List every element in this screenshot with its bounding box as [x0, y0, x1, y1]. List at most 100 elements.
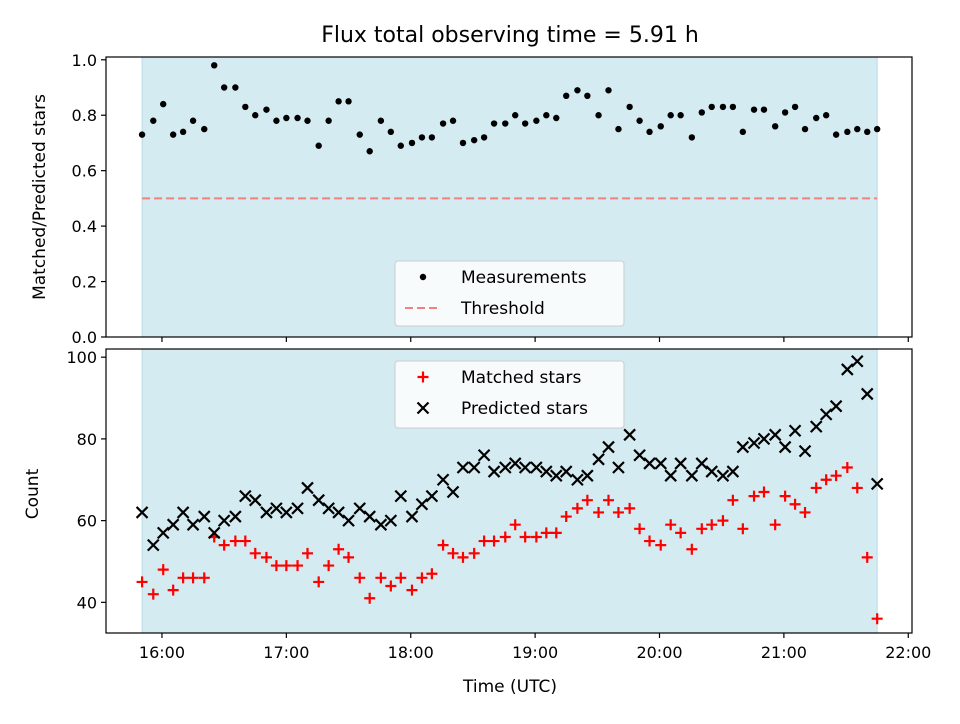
data-point [593, 506, 605, 518]
data-point [394, 489, 408, 503]
data-point [248, 493, 262, 507]
data-point [634, 523, 646, 535]
data-point [667, 112, 674, 119]
data-point [356, 131, 363, 138]
data-point [449, 117, 457, 124]
data-point [478, 535, 490, 547]
data-point [239, 489, 252, 503]
data-point [810, 482, 822, 494]
data-point [686, 543, 698, 555]
data-point [436, 473, 450, 487]
top-y-axis-label: Matched/Predicted stars [30, 94, 50, 300]
data-point [270, 502, 283, 515]
data-point [291, 502, 304, 515]
data-point [592, 453, 605, 466]
data-point [456, 461, 470, 474]
data-point [232, 84, 239, 91]
legend-marker [416, 401, 430, 415]
data-point [809, 420, 823, 433]
data-point [584, 92, 591, 100]
bottom-y-axis-label: Count [23, 468, 43, 519]
x-tick-label: 19:00 [512, 643, 558, 662]
data-point [571, 502, 583, 514]
y-tick-label: 80 [77, 430, 97, 449]
data-point [603, 494, 615, 506]
data-point [313, 576, 325, 588]
legend-marker [419, 273, 427, 281]
legend-label: Predicted stars [461, 399, 588, 419]
data-point [468, 547, 480, 559]
legend: Measurements Threshold [394, 260, 625, 327]
data-point [737, 523, 749, 535]
data-point [832, 131, 840, 138]
data-point [189, 117, 197, 124]
data-point [861, 551, 873, 563]
data-point [270, 560, 282, 572]
legend-label: Threshold [460, 299, 545, 319]
legend-label: Matched stars [461, 368, 581, 388]
data-point [771, 123, 779, 130]
y-tick-label: 60 [77, 512, 97, 531]
data-point [559, 465, 573, 478]
data-point [509, 519, 521, 531]
data-point [201, 125, 208, 133]
data-point [698, 109, 705, 116]
data-point [615, 125, 622, 133]
data-point [758, 486, 770, 498]
data-point [197, 510, 211, 523]
data-point [332, 506, 345, 519]
data-point [719, 103, 727, 111]
data-point [136, 576, 148, 588]
data-point [779, 490, 791, 502]
data-point [446, 485, 460, 499]
data-point [480, 134, 488, 141]
data-point [477, 448, 491, 462]
data-point [864, 128, 871, 136]
data-point [750, 106, 758, 113]
data-point [211, 62, 218, 69]
data-point [716, 469, 730, 482]
data-point [674, 457, 687, 470]
data-point [280, 560, 292, 572]
data-point [748, 490, 760, 502]
data-point [633, 448, 646, 462]
legend-box [394, 260, 625, 327]
data-point [841, 363, 854, 376]
data-point [822, 112, 830, 119]
data-point [177, 572, 189, 584]
data-point [315, 142, 322, 149]
data-point [736, 440, 750, 454]
data-point [437, 539, 449, 551]
data-point [769, 519, 781, 531]
y-tick-label: 40 [77, 593, 97, 612]
data-point [325, 117, 332, 124]
data-point [553, 114, 560, 122]
x-tick-label: 21:00 [761, 643, 807, 662]
data-point [499, 531, 511, 543]
data-point [602, 440, 615, 454]
data-point [695, 457, 709, 470]
data-point [870, 477, 884, 491]
data-point [844, 128, 851, 136]
legend-box [394, 360, 625, 429]
y-tick-label: 0.6 [72, 162, 97, 181]
data-point [166, 518, 180, 531]
data-point [788, 424, 802, 438]
y-tick-label: 0.8 [72, 106, 97, 125]
data-point [643, 457, 656, 470]
data-point [636, 117, 643, 124]
data-point [581, 494, 593, 506]
data-point [705, 465, 719, 478]
data-point [335, 98, 342, 105]
data-point [644, 535, 656, 547]
data-point [273, 117, 280, 124]
data-point [850, 354, 864, 368]
data-point [519, 531, 531, 543]
data-point [675, 527, 687, 539]
data-point [384, 514, 398, 527]
data-point [405, 510, 419, 523]
data-point [717, 515, 729, 527]
data-point [820, 474, 832, 486]
data-point [425, 489, 439, 503]
